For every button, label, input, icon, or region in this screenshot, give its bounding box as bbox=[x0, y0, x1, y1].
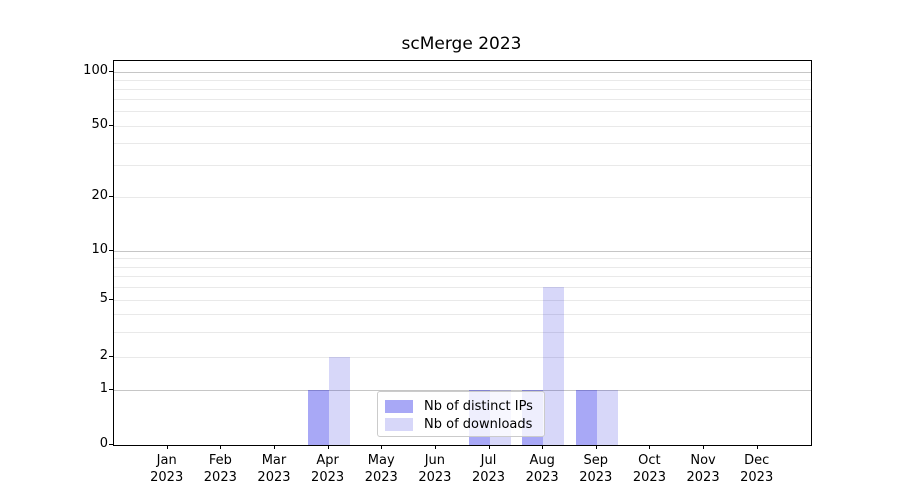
x-label-year: 2023 bbox=[632, 470, 666, 485]
x-label-month: Oct bbox=[638, 453, 661, 468]
x-label-month: Nov bbox=[690, 453, 716, 468]
y-axis-tick bbox=[109, 124, 113, 126]
legend-item-downloads: Nb of downloads bbox=[385, 415, 544, 433]
x-label-month: May bbox=[367, 453, 395, 468]
x-axis-tick bbox=[166, 445, 168, 449]
x-label-month: Jan bbox=[156, 453, 177, 468]
x-label-year: 2023 bbox=[364, 470, 398, 485]
x-label-year: 2023 bbox=[740, 470, 774, 485]
legend-label-distinct-ips: Nb of distinct IPs bbox=[424, 398, 533, 414]
x-label-year: 2023 bbox=[311, 470, 345, 485]
x-axis-tick bbox=[649, 445, 651, 449]
y-axis-tick bbox=[109, 299, 113, 301]
y-axis-tick-label: 10 bbox=[91, 242, 108, 257]
y-axis-tick bbox=[109, 196, 113, 198]
minor-gridline bbox=[114, 143, 811, 145]
x-axis-tick-label: Apr 2023 bbox=[300, 452, 356, 486]
bar-downloads bbox=[596, 390, 618, 445]
minor-gridline bbox=[114, 276, 811, 278]
plot-area bbox=[113, 60, 812, 446]
x-label-month: Mar bbox=[261, 453, 287, 468]
minor-gridline bbox=[114, 165, 811, 167]
x-axis-tick bbox=[595, 445, 597, 449]
minor-gridline bbox=[114, 331, 811, 333]
x-axis-tick bbox=[488, 445, 490, 449]
x-axis-tick-label: Sep 2023 bbox=[568, 452, 624, 486]
x-axis-tick-label: Jun 2023 bbox=[407, 452, 463, 486]
major-gridline bbox=[114, 71, 811, 73]
y-axis-tick bbox=[109, 250, 113, 251]
legend-item-distinct-ips: Nb of distinct IPs bbox=[385, 397, 544, 415]
legend-swatch-downloads bbox=[385, 417, 413, 431]
x-label-year: 2023 bbox=[418, 470, 452, 485]
minor-gridline bbox=[114, 125, 811, 127]
minor-gridline bbox=[114, 99, 811, 101]
x-label-year: 2023 bbox=[257, 470, 291, 485]
y-axis-tick-label: 0 bbox=[99, 436, 108, 451]
major-gridline bbox=[114, 251, 811, 252]
x-label-month: Sep bbox=[583, 453, 609, 468]
minor-gridline bbox=[114, 357, 811, 358]
x-axis-tick-label: Nov 2023 bbox=[675, 452, 731, 486]
x-label-month: Apr bbox=[316, 453, 339, 468]
minor-gridline bbox=[114, 197, 811, 199]
y-axis-tick-label: 100 bbox=[83, 62, 108, 78]
x-label-month: Jul bbox=[480, 453, 497, 468]
x-axis-tick-label: Mar 2023 bbox=[246, 452, 302, 486]
x-axis-tick-label: Dec 2023 bbox=[729, 452, 785, 486]
y-axis-tick bbox=[109, 444, 113, 445]
x-axis-tick bbox=[542, 445, 544, 449]
x-axis-tick bbox=[756, 445, 758, 449]
x-axis-tick bbox=[220, 445, 222, 449]
x-axis-tick-label: May 2023 bbox=[353, 452, 409, 486]
y-axis-tick bbox=[109, 389, 113, 391]
x-axis-tick bbox=[273, 445, 275, 449]
minor-gridline bbox=[114, 111, 811, 113]
y-axis-tick-label: 5 bbox=[99, 291, 108, 307]
minor-gridline bbox=[114, 266, 811, 268]
x-label-year: 2023 bbox=[525, 470, 559, 485]
x-label-month: Dec bbox=[744, 453, 770, 468]
legend-swatch-distinct-ips bbox=[385, 399, 413, 413]
x-axis-tick bbox=[703, 445, 705, 449]
x-label-year: 2023 bbox=[150, 470, 184, 485]
bar-downloads bbox=[328, 357, 350, 445]
bar-distinct-ips bbox=[575, 390, 597, 445]
x-label-year: 2023 bbox=[686, 470, 720, 485]
x-axis-tick-label: Feb 2023 bbox=[192, 452, 248, 486]
minor-gridline bbox=[114, 89, 811, 91]
x-label-year: 2023 bbox=[579, 470, 613, 485]
y-axis-tick bbox=[109, 70, 113, 72]
bar-distinct-ips bbox=[307, 390, 329, 445]
y-axis-tick-label: 50 bbox=[91, 116, 108, 132]
x-axis-tick bbox=[327, 445, 329, 449]
minor-gridline bbox=[114, 314, 811, 316]
x-label-year: 2023 bbox=[203, 470, 237, 485]
x-label-month: Aug bbox=[529, 453, 555, 468]
y-axis-tick bbox=[109, 356, 113, 357]
x-axis-tick-label: Oct 2023 bbox=[621, 452, 677, 486]
x-label-month: Jun bbox=[424, 453, 446, 468]
y-axis-tick-label: 1 bbox=[99, 381, 108, 397]
x-axis-tick-label: Jan 2023 bbox=[139, 452, 195, 486]
minor-gridline bbox=[114, 79, 811, 81]
bar-downloads bbox=[543, 287, 565, 445]
x-label-month: Feb bbox=[208, 453, 232, 468]
x-axis-tick-label: Aug 2023 bbox=[514, 452, 570, 486]
x-label-year: 2023 bbox=[471, 470, 506, 485]
x-axis-tick bbox=[381, 445, 383, 449]
legend: Nb of distinct IPs Nb of downloads bbox=[377, 391, 545, 437]
chart-title: scMerge 2023 bbox=[401, 34, 522, 54]
minor-gridline bbox=[114, 258, 811, 260]
y-axis-tick-label: 2 bbox=[99, 348, 108, 363]
legend-label-downloads: Nb of downloads bbox=[424, 416, 533, 432]
major-gridline bbox=[114, 390, 811, 392]
x-axis-tick bbox=[434, 445, 436, 449]
minor-gridline bbox=[114, 300, 811, 302]
x-axis-tick-label: Jul 2023 bbox=[461, 452, 517, 486]
minor-gridline bbox=[114, 287, 811, 289]
y-axis-tick-label: 20 bbox=[91, 188, 108, 204]
